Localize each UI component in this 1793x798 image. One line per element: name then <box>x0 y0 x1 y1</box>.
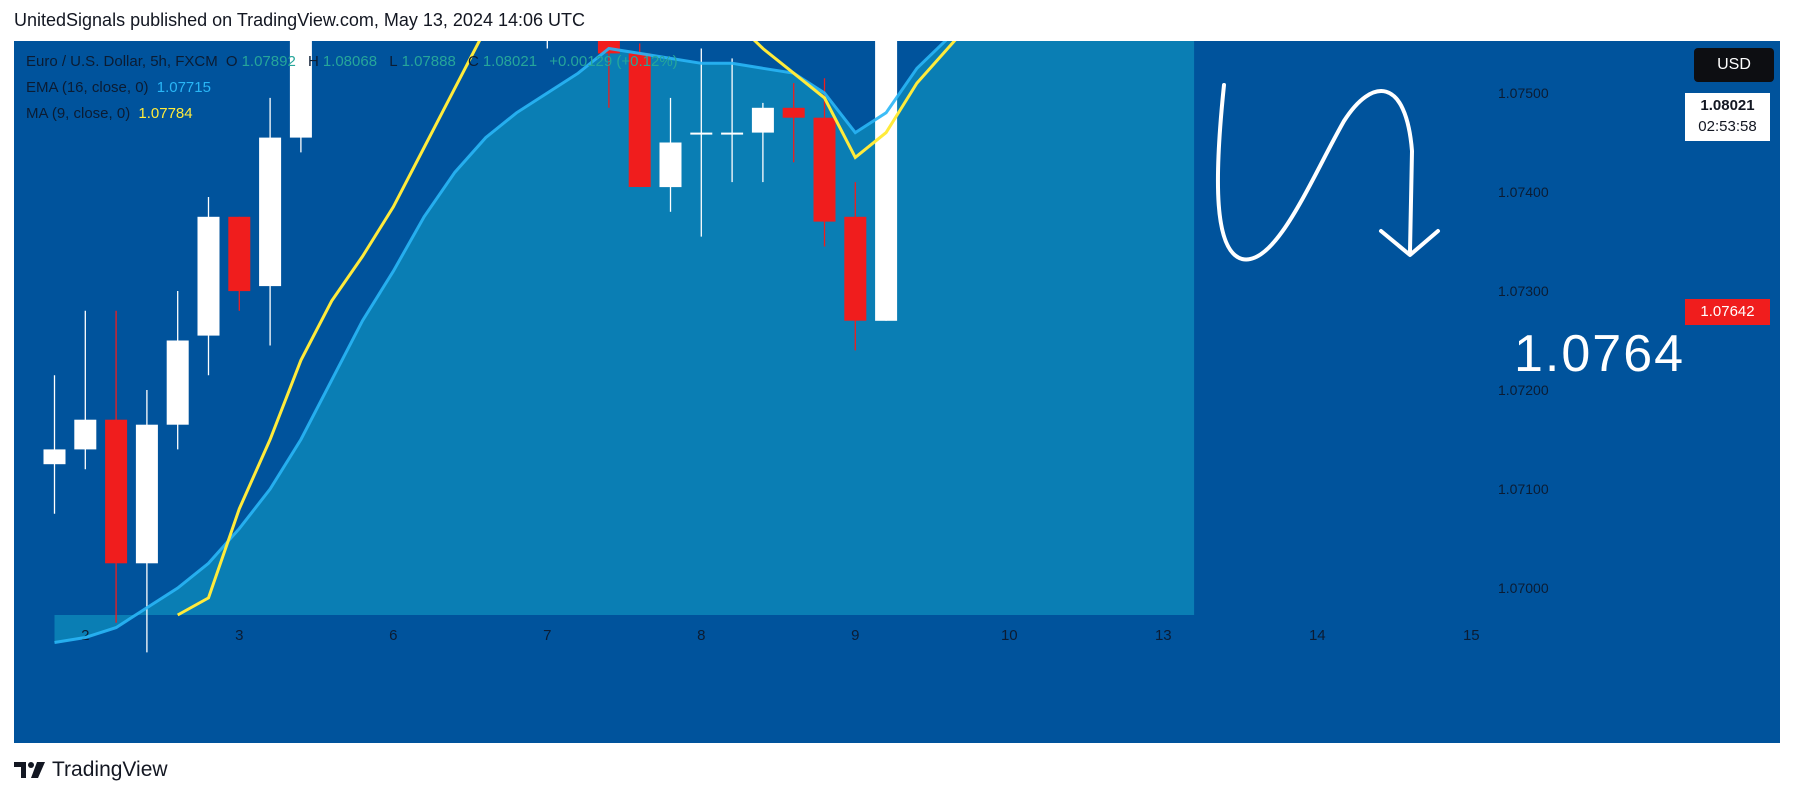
price-chart[interactable]: 2 3 6 7 8 9 10 13 14 15 1.07000 1.07100 1.07200 1.073… <box>14 41 1780 743</box>
legend-high: H 1.08068 <box>307 53 378 70</box>
price-tick-label: 1.07200 <box>1498 382 1549 398</box>
price-tick-label: 1.07500 <box>1498 85 1549 101</box>
projection-arrow <box>1215 83 1415 262</box>
level-annotation: 1.0764 <box>1514 325 1686 383</box>
time-tick-label: 14 <box>1309 627 1326 644</box>
candle-body <box>43 449 66 465</box>
time-tick-label: 13 <box>1155 627 1172 644</box>
price-tick-label: 1.07400 <box>1498 184 1549 200</box>
ema-area <box>54 41 1195 643</box>
candle-body <box>875 41 898 321</box>
candle-body <box>166 340 189 425</box>
candle-body <box>74 419 97 450</box>
candle-body <box>628 53 651 188</box>
tradingview-logo-icon <box>14 762 45 778</box>
time-tick-label: 10 <box>1001 627 1018 644</box>
time-tick-label: 6 <box>389 627 397 644</box>
chart-frame[interactable]: 2 3 6 7 8 9 10 13 14 15 1.07000 1.07100 1.07200 1.073… <box>14 41 1780 743</box>
price-tick-label: 1.07300 <box>1498 283 1549 299</box>
candle-body <box>813 117 836 222</box>
candle-body <box>721 132 744 135</box>
time-tick-label: 15 <box>1463 627 1480 644</box>
candle-body <box>259 137 282 287</box>
last-price: 1.08021 <box>1700 97 1755 114</box>
legend-row-ema[interactable]: EMA (16, close, 0) 1.07715 <box>26 75 682 101</box>
candle-body <box>135 424 158 564</box>
candle-body <box>751 107 774 133</box>
legend-low: L 1.07888 <box>389 53 456 70</box>
projection-arrowhead <box>1379 229 1440 257</box>
ema-line <box>54 41 948 644</box>
time-tick-label: 8 <box>697 627 705 644</box>
legend-row-ma[interactable]: MA (9, close, 0) 1.07784 <box>26 101 682 127</box>
bar-countdown: 02:53:58 <box>1698 118 1757 135</box>
legend-open: O 1.07892 <box>225 53 296 70</box>
time-tick-label: 2 <box>81 627 89 644</box>
last-price-tag: 1.08021 02:53:58 <box>1685 93 1770 141</box>
time-tick-label: 3 <box>235 627 243 644</box>
candle-body <box>228 216 251 292</box>
currency-button[interactable]: USD <box>1694 48 1774 82</box>
candle-body <box>844 216 867 321</box>
candle-body <box>690 132 713 135</box>
time-tick-label: 9 <box>851 627 859 644</box>
footer: TradingView <box>14 758 168 782</box>
price-tick-label: 1.07100 <box>1498 481 1549 497</box>
candle-body <box>289 41 312 138</box>
candle-body <box>197 216 220 336</box>
footer-brand: TradingView <box>52 758 168 781</box>
price-tick-label: 1.07000 <box>1498 580 1549 596</box>
candle-body <box>659 142 682 188</box>
candle-body <box>105 419 128 564</box>
time-tick-label: 7 <box>543 627 551 644</box>
legend-change: +0.00129 (+0.12%) <box>549 53 678 70</box>
ema-value: 1.07715 <box>156 79 211 96</box>
time-axis <box>14 615 1780 743</box>
ema-label: EMA (16, close, 0) <box>26 79 149 96</box>
candle-body <box>782 107 805 118</box>
legend-close: C 1.08021 <box>467 53 538 70</box>
ma-value: 1.07784 <box>138 105 193 122</box>
ma-line <box>176 41 957 617</box>
legend-symbol: Euro / U.S. Dollar, 5h, FXCM <box>26 53 218 70</box>
ma-label: MA (9, close, 0) <box>26 105 131 122</box>
publisher-caption: UnitedSignals published on TradingView.c… <box>14 10 586 30</box>
level-price-tag: 1.07642 <box>1685 299 1770 325</box>
